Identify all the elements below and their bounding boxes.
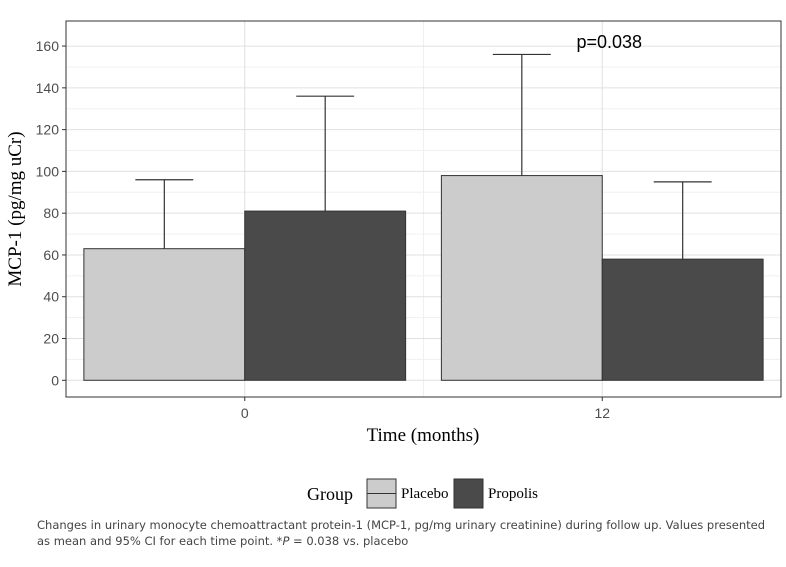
y-tick-label: 120 — [36, 122, 60, 138]
caption-p-symbol: P — [282, 534, 290, 548]
y-tick-label: 60 — [43, 247, 59, 263]
caption-text-start: Changes in urinary monocyte chemoattract… — [37, 518, 766, 548]
bar-propolis — [601, 258, 764, 381]
x-axis: 0 12 — [241, 397, 610, 421]
y-tick-label: 40 — [43, 289, 59, 305]
plot-border — [65, 20, 782, 398]
y-axis: 0 20 40 60 80 100 120 140 160 — [36, 38, 66, 388]
plot-panel — [65, 20, 782, 398]
legend-key-propolis — [453, 478, 484, 509]
bar-propolis — [244, 210, 407, 381]
legend-label-placebo: Placebo — [401, 486, 448, 502]
legend: Group Placebo Propolis — [307, 478, 538, 509]
y-tick-label: 160 — [36, 38, 60, 54]
figure-caption: Changes in urinary monocyte chemoattract… — [37, 517, 777, 549]
y-tick-label: 100 — [36, 163, 60, 179]
legend-item-propolis: Propolis — [453, 478, 538, 509]
x-tick-label: 0 — [241, 405, 249, 421]
y-tick-label: 80 — [43, 205, 59, 221]
legend-label-propolis: Propolis — [488, 486, 538, 502]
y-tick-label: 0 — [51, 372, 59, 388]
legend-item-placebo: Placebo — [366, 478, 448, 509]
x-axis-title: Time (months) — [367, 425, 480, 446]
bar-placebo — [83, 248, 246, 381]
bars — [83, 175, 764, 381]
bar-placebo — [440, 175, 603, 381]
chart: 0 20 40 60 80 100 120 140 160 0 12 p=0.038 Time (… — [5, 20, 782, 509]
legend-title: Group — [307, 484, 353, 504]
y-axis-title: MCP-1 (pg/mg uCr) — [5, 131, 26, 286]
x-tick-label: 12 — [594, 405, 610, 421]
annotation-p-value: p=0.038 — [576, 32, 642, 52]
caption-text-end: = 0.038 vs. placebo — [289, 534, 409, 548]
error-bars — [135, 53, 712, 260]
y-tick-label: 140 — [36, 80, 60, 96]
y-tick-label: 20 — [43, 331, 59, 347]
